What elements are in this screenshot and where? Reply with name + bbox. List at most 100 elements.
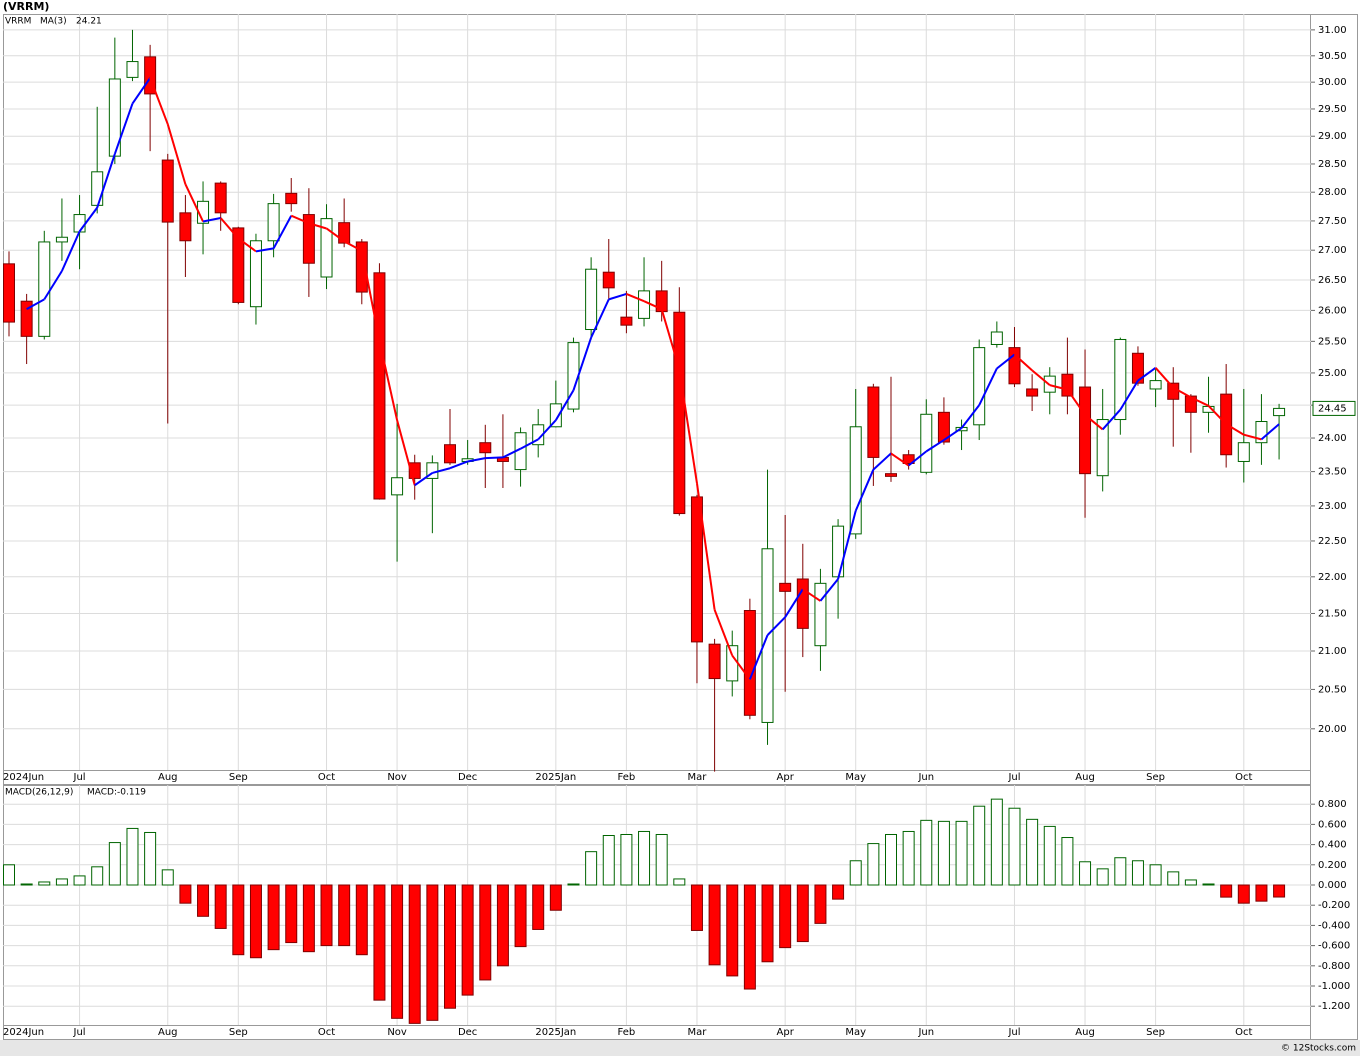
ma-segment — [978, 368, 998, 406]
candle-body — [338, 222, 351, 244]
ma-segment — [537, 419, 557, 441]
x-tick-label: Aug — [158, 1027, 178, 1038]
macd-bar — [514, 884, 527, 948]
y-tick-label: 27.50 — [1318, 216, 1347, 227]
macd-bar — [496, 884, 509, 967]
candle-body — [373, 272, 386, 500]
macd-bar — [373, 884, 386, 1001]
x-tick-label: 2025Jan — [535, 1027, 576, 1038]
y-tick-label: -0.200 — [1318, 900, 1350, 911]
candle-body — [885, 473, 897, 477]
x-tick-label: Jul — [1007, 1027, 1020, 1038]
candle-body — [144, 56, 157, 95]
candle-body — [973, 347, 986, 426]
y-tick-label: -1.000 — [1318, 981, 1350, 992]
y-tick-label: 24.00 — [1318, 433, 1347, 444]
x-tick-label: Mar — [688, 772, 708, 783]
ma-segment — [802, 588, 821, 602]
macd-bar — [620, 833, 633, 886]
macd-bar — [602, 835, 615, 886]
ma-segment — [925, 439, 945, 453]
ma-segment — [766, 616, 786, 636]
legend-value: 24.21 — [76, 17, 102, 27]
macd-bar — [849, 860, 862, 886]
ma-segment — [678, 368, 698, 484]
macd-bar — [673, 878, 686, 886]
y-tick-label: 25.00 — [1318, 368, 1347, 379]
candle-body — [937, 411, 950, 443]
ma-segment — [572, 337, 593, 391]
macd-bar — [1237, 884, 1250, 904]
ma-segment — [960, 404, 980, 429]
legend-label: MA(3) — [40, 17, 67, 27]
ma-segment — [308, 222, 327, 230]
macd-bar — [973, 805, 986, 886]
ma-segment — [290, 214, 310, 225]
y-tick-label: -0.400 — [1318, 920, 1350, 931]
x-tick-label: May — [845, 1027, 866, 1038]
ma-segment — [1137, 367, 1157, 382]
ma-segment — [695, 483, 716, 610]
candle-body — [1237, 442, 1250, 462]
y-tick-label: 23.00 — [1318, 501, 1347, 512]
ma-segment — [1154, 367, 1174, 389]
x-tick-label: Jun — [917, 772, 934, 783]
y-tick-label: 27.00 — [1318, 245, 1347, 256]
macd-bar — [920, 819, 933, 886]
candle-body — [549, 403, 562, 428]
x-tick-label: Jun — [917, 1027, 934, 1038]
candle-body — [1149, 380, 1162, 390]
ma-segment — [325, 227, 345, 243]
ma-segment — [890, 452, 910, 467]
candle-body — [1167, 382, 1180, 400]
macd-bar — [20, 883, 33, 886]
y-tick-label: 21.00 — [1318, 646, 1347, 657]
candle-body — [1273, 407, 1286, 417]
ma-segment — [96, 153, 116, 208]
ma-segment — [166, 123, 187, 185]
macd-bar — [108, 842, 121, 886]
candle-body — [91, 171, 104, 206]
last-price-box — [1312, 400, 1356, 416]
ma-segment — [113, 103, 134, 155]
ma-segment — [78, 207, 99, 232]
macd-bar — [285, 884, 298, 944]
candle-body — [444, 444, 456, 464]
macd-bar — [638, 830, 651, 886]
candle-body — [602, 271, 615, 289]
x-tick-label: May — [845, 772, 866, 783]
candle-body — [1255, 421, 1268, 444]
macd-bar — [655, 833, 668, 886]
ma-segment — [731, 654, 751, 680]
candle-body — [179, 212, 192, 242]
macd-bar — [1096, 868, 1109, 886]
y-tick-label: 25.50 — [1318, 336, 1347, 347]
x-tick-label: Aug — [1075, 772, 1095, 783]
candle-body — [990, 331, 1003, 345]
candle-body — [126, 61, 139, 78]
candle-body — [726, 645, 739, 682]
ma-segment — [1260, 423, 1280, 441]
y-tick-label: 22.00 — [1318, 572, 1347, 583]
right-axis-panel — [1310, 14, 1358, 1040]
candle-body — [267, 203, 280, 242]
macd-bar — [690, 884, 703, 931]
candle-body — [73, 214, 86, 233]
candle-body — [391, 477, 404, 496]
y-tick-label: 20.50 — [1318, 684, 1347, 695]
x-tick-label: Sep — [229, 772, 248, 783]
macd-bar — [249, 884, 262, 959]
x-tick-label: Nov — [387, 772, 407, 783]
candle-body — [1114, 338, 1127, 421]
ma-segment — [854, 469, 875, 512]
ma-segment — [467, 457, 486, 463]
macd-bar — [1202, 883, 1215, 886]
ma-segment — [943, 427, 963, 441]
x-tick-label: Apr — [777, 772, 795, 783]
x-tick-label: Feb — [618, 772, 636, 783]
x-tick-label: Jul — [73, 1027, 86, 1038]
ma-segment — [414, 472, 433, 487]
candle-body — [796, 578, 809, 629]
chart-title: (VRRM) — [3, 0, 49, 13]
x-tick-label: Dec — [458, 772, 477, 783]
